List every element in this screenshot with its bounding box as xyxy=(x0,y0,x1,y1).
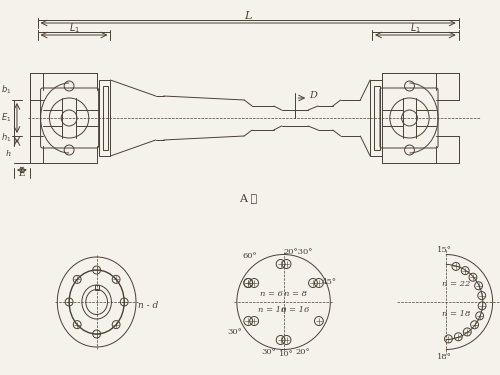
Bar xyxy=(370,80,382,156)
Text: 30°: 30° xyxy=(227,328,242,336)
Bar xyxy=(94,285,98,290)
Bar xyxy=(102,86,108,150)
Text: n = 6: n = 6 xyxy=(260,290,283,298)
Text: n = 8: n = 8 xyxy=(284,290,307,298)
Bar xyxy=(374,86,380,150)
Text: h: h xyxy=(6,150,11,158)
Text: 45°: 45° xyxy=(322,278,336,286)
Text: E: E xyxy=(18,170,26,178)
Text: 15°: 15° xyxy=(436,246,452,254)
Text: 10°: 10° xyxy=(279,350,294,358)
Text: L: L xyxy=(244,11,252,21)
Text: n = 16: n = 16 xyxy=(281,306,310,314)
Text: A 向: A 向 xyxy=(239,193,257,203)
Text: n = 10: n = 10 xyxy=(258,306,286,314)
Text: D: D xyxy=(309,92,317,100)
Text: 20°30°: 20°30° xyxy=(284,248,313,256)
Text: 30°: 30° xyxy=(262,348,276,356)
Text: 20°: 20° xyxy=(296,348,310,356)
Text: 60°: 60° xyxy=(243,252,258,260)
Text: $E_1$: $E_1$ xyxy=(0,112,11,124)
Text: n - d: n - d xyxy=(138,302,158,310)
Text: n = 18: n = 18 xyxy=(442,310,470,318)
Text: $L_1$: $L_1$ xyxy=(410,21,421,35)
Bar xyxy=(98,80,110,156)
Text: 18°: 18° xyxy=(436,353,452,361)
Text: $b_1$: $b_1$ xyxy=(0,84,11,96)
Text: $L_1$: $L_1$ xyxy=(68,21,80,35)
Text: $h_1$: $h_1$ xyxy=(0,132,11,144)
Text: n = 22: n = 22 xyxy=(442,280,470,288)
